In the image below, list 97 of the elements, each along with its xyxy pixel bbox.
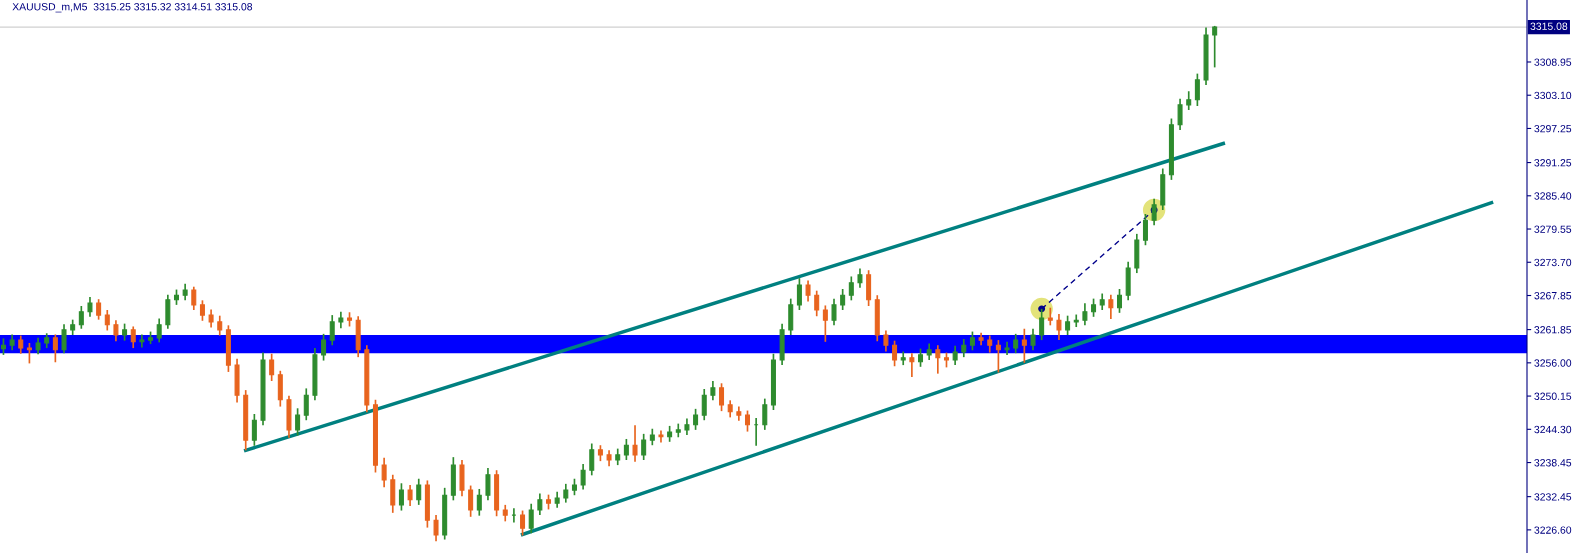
candlestick [398, 482, 404, 512]
candlestick [407, 484, 413, 507]
candlestick [1030, 327, 1036, 352]
candlestick [269, 352, 275, 382]
candlestick [78, 305, 84, 330]
y-tick-label: 3279.55 [1534, 225, 1572, 233]
candlestick [883, 329, 889, 353]
candlestick [1186, 90, 1192, 111]
candlestick [701, 388, 707, 422]
candlestick [52, 333, 58, 364]
candlestick [848, 275, 854, 302]
candlestick [381, 456, 387, 489]
candlestick [191, 285, 197, 311]
candlestick [710, 380, 716, 402]
y-tick-label: 3285.40 [1534, 192, 1572, 200]
candlestick [1065, 314, 1071, 336]
candlestick [805, 279, 811, 303]
ref-line-label: 3315.08 [1530, 22, 1568, 30]
candlestick [1021, 327, 1027, 364]
candlestick [1039, 308, 1045, 341]
candlestick [935, 344, 941, 375]
y-tick-label: 3226.60 [1534, 526, 1572, 534]
y-tick-label: 3267.85 [1534, 292, 1572, 300]
candlestick [537, 492, 543, 516]
candlestick [61, 323, 67, 355]
y-tick-label: 3250.15 [1534, 392, 1572, 400]
candlestick [295, 407, 301, 437]
candlestick [199, 299, 205, 322]
candlestick [208, 308, 214, 329]
candlestick [18, 334, 24, 355]
candlestick [822, 304, 828, 343]
candlestick [1056, 313, 1062, 341]
candlestick [909, 352, 915, 378]
candlestick [892, 339, 898, 368]
y-tick-label: 3244.30 [1534, 425, 1572, 434]
candlestick [321, 333, 327, 362]
candlestick [1212, 25, 1218, 69]
candlestick [693, 408, 699, 431]
candlestick [831, 297, 837, 327]
candlestick [1013, 333, 1019, 355]
candlestick [961, 338, 967, 358]
candlestick [1108, 293, 1114, 320]
y-tick-label: 3291.25 [1534, 159, 1572, 167]
candlestick [632, 424, 638, 463]
candlestick [416, 477, 422, 506]
candlestick [1177, 97, 1183, 131]
candlestick [113, 319, 119, 343]
candlestick [1047, 306, 1053, 327]
candlestick [1004, 340, 1010, 356]
candlestick [1117, 288, 1123, 314]
candlestick [814, 289, 820, 318]
candlestick [1142, 213, 1148, 247]
y-tick-label: 3261.85 [1534, 326, 1572, 334]
candlestick [563, 483, 569, 504]
y-tick-label: 3303.10 [1534, 91, 1572, 100]
candlestick [857, 267, 863, 289]
candlestick [1082, 302, 1088, 327]
candlestick [1194, 72, 1200, 107]
candlestick [580, 463, 586, 491]
candlestick [468, 484, 474, 518]
y-tick-label: 3256.00 [1534, 359, 1572, 367]
candlestick [329, 314, 335, 347]
candlestick [251, 413, 257, 447]
candlestick [485, 467, 491, 502]
candlestick [918, 347, 924, 368]
candlestick [840, 288, 846, 311]
candlestick [130, 325, 136, 349]
candlestick [156, 317, 162, 344]
y-tick-label: 3308.95 [1534, 58, 1572, 66]
chart-title: XAUUSD_m,M5 3315.25 3315.32 3314.51 3315.08 [12, 3, 253, 13]
candlestick [589, 442, 595, 477]
y-tick-label: 3238.45 [1534, 459, 1572, 467]
candlestick [104, 309, 110, 332]
y-tick-label: 3232.45 [1534, 493, 1572, 501]
candlestick [520, 509, 526, 537]
candlestick [744, 409, 750, 433]
candlestick [96, 298, 102, 321]
candlestick [623, 438, 629, 461]
y-tick-label: 3297.25 [1534, 124, 1572, 133]
candlestick [528, 502, 534, 535]
candlestick [719, 382, 725, 412]
candlestick [26, 342, 32, 365]
candlestick [762, 397, 768, 431]
y-tick-label: 3273.70 [1534, 258, 1572, 267]
candlestick [433, 514, 439, 543]
candlestick [658, 429, 664, 444]
candlestick [303, 387, 309, 422]
candlestick [1091, 297, 1097, 318]
candlestick [641, 433, 647, 461]
candlestick [476, 488, 482, 517]
candlestick [952, 344, 958, 366]
candlestick [139, 333, 145, 349]
candlestick [796, 277, 802, 311]
candlestick [969, 330, 975, 352]
candlestick [995, 339, 1001, 374]
candlestick [217, 314, 223, 337]
candlestick [87, 296, 93, 318]
